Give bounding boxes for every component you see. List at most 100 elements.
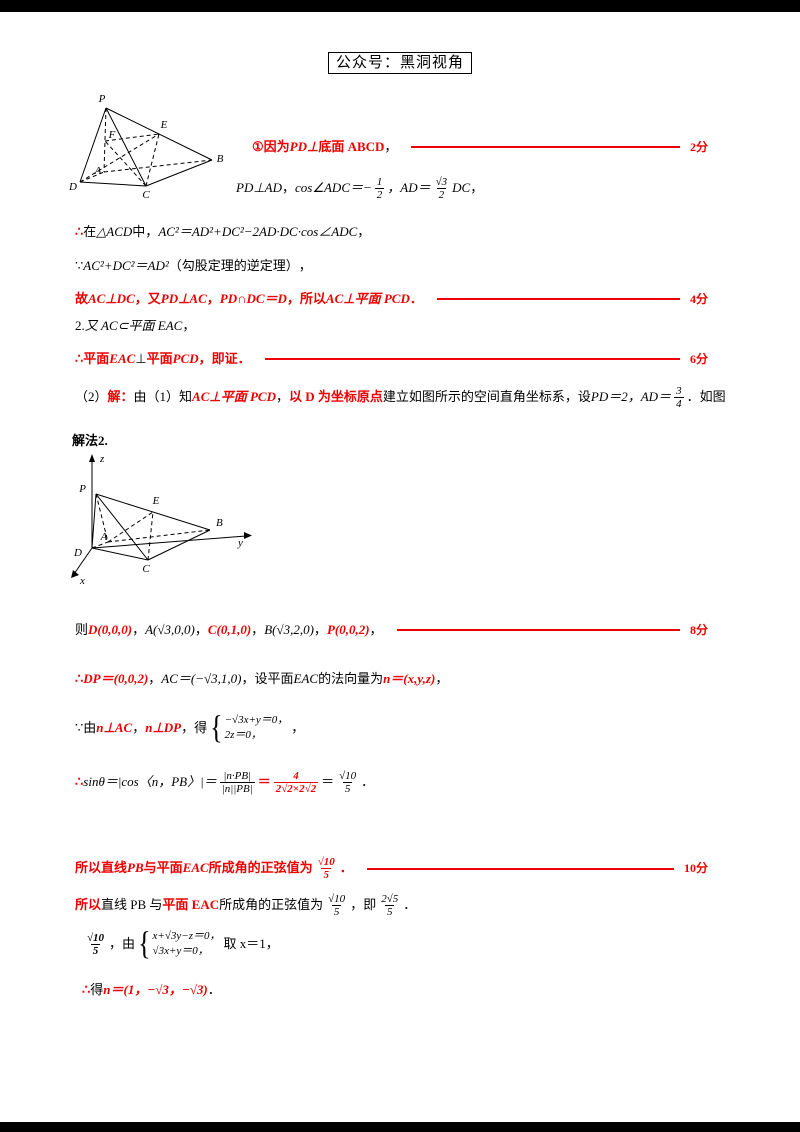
text-segment: ，	[357, 224, 371, 239]
fraction-numerator: 1	[376, 176, 383, 188]
text-segment: ．	[361, 774, 375, 790]
text-segment: ．	[409, 291, 423, 306]
text-segment: n⊥AC	[96, 720, 133, 736]
solution-row: ① 因为 PD⊥ 底面 ABCD， 2分	[252, 139, 708, 155]
fraction-numerator: 4	[293, 770, 299, 782]
pyramid-diagram-2: z P E B y A D C x	[71, 453, 252, 587]
text-segment: PD⊥	[289, 139, 319, 154]
fraction: 4 2√2×2√2	[273, 770, 319, 795]
text-segment: ．	[403, 897, 417, 913]
pyramid-figure-1: P F E A B D C	[60, 92, 240, 205]
text-segment: n⊥DP	[145, 720, 182, 736]
figure2-label-z: z	[99, 453, 105, 465]
text-segment: ，	[132, 720, 146, 736]
solution-row: √10 5 ，由 {x+√3y−z＝0， √3x+y＝0， 取 x＝1，	[82, 925, 279, 961]
text-segment: AC＝(−√3,1,0)	[161, 671, 242, 686]
text-segment: PD⊥AC	[160, 291, 207, 306]
figure2-label-P: P	[78, 483, 86, 495]
pyramid-diagram-1: P F E A B D C	[68, 93, 224, 201]
text-segment: AC²＝AD²+DC²−2AD·DC·cos∠ADC	[158, 224, 358, 239]
text-segment: 底面 ABCD	[318, 139, 385, 154]
solution-row: ∴ 在 △ACD 中， AC²＝AD²+DC²−2AD·DC·cos∠ADC，	[75, 224, 370, 240]
score-label: 6分	[689, 351, 708, 366]
text-segment: ．	[339, 860, 353, 876]
text-segment: PD⊥AD	[236, 180, 282, 196]
equation-line: −√3x+y＝0，	[224, 714, 289, 727]
solution-row: 所以 直线 PB 与平面 EAC 所成角的正弦值为 √10 5 ，即 2√5 5 ．	[75, 893, 416, 918]
text-segment: ，又	[134, 291, 161, 306]
text-segment: 建立如图所示的空间直角坐标系，设	[382, 389, 591, 405]
equation-line: 2z＝0，	[224, 729, 262, 742]
text-segment: PD＝2，AD＝	[590, 389, 672, 405]
text-segment: PCD	[172, 351, 199, 366]
text-segment: 解：	[107, 389, 134, 405]
text-segment: ，	[291, 720, 305, 736]
text-segment: （勾股定理的逆定理）	[168, 258, 299, 273]
text-segment: ，	[182, 318, 196, 333]
page-border-bottom	[0, 1122, 800, 1132]
text-segment: ⊥	[135, 351, 147, 366]
text-segment: D(0,0,0)	[88, 622, 133, 637]
text-segment: 所以	[75, 897, 102, 913]
fraction-denominator: 4	[674, 397, 684, 411]
text-segment: n＝(1，−√3，−√3)	[103, 982, 208, 997]
text-segment: ∴	[82, 982, 91, 997]
text-segment: ∴	[75, 671, 84, 686]
text-segment: ∴	[75, 774, 84, 790]
text-segment: AC²+DC²＝AD²	[83, 258, 169, 273]
text-segment: 平面	[146, 351, 173, 366]
text-segment: EAC	[182, 860, 209, 876]
solution-row: ∵ AC²+DC²＝AD² （勾股定理的逆定理），	[75, 258, 312, 274]
text-segment: 故	[75, 291, 89, 306]
figure2-label-E: E	[152, 495, 160, 507]
solution-row: ∴ sinθ＝|cos〈n，PB〉|＝ |n·PB| |n||PB| ＝ 4 2√2×2√…	[75, 770, 374, 795]
text-segment: A(√3,0,0)	[145, 622, 195, 637]
text-segment: 得	[90, 982, 104, 997]
text-segment: 平面 EAC	[162, 897, 220, 913]
fraction-numerator: |n·PB|	[223, 770, 252, 782]
score-leader-line	[366, 867, 674, 870]
solution-row: PD⊥AD， cos∠ADC＝− 1 2 ，AD＝ √3 2 DC，	[236, 176, 483, 201]
solution-row: 解法2.	[72, 433, 108, 449]
text-segment: ，AD＝	[387, 180, 431, 196]
figure2-label-C: C	[142, 563, 150, 575]
text-segment: ，	[369, 622, 383, 637]
figure1-label-A: A	[94, 165, 102, 177]
dashed-edges	[79, 107, 213, 187]
text-segment: ，设平面	[241, 671, 294, 686]
text-segment: ，	[275, 389, 289, 405]
axis-arrowheads	[71, 454, 252, 578]
fraction: √10 5	[337, 770, 358, 795]
text-segment: AC⊥DC	[88, 291, 135, 306]
fraction: |n·PB| |n||PB|	[219, 770, 255, 795]
brace-symbol: {	[210, 709, 223, 746]
text-segment: 与平面	[143, 860, 183, 876]
fraction: √10 5	[326, 893, 347, 918]
text-segment: ，	[281, 180, 295, 196]
text-segment: PD∩DC＝D	[219, 291, 287, 306]
fraction: √10 5	[316, 856, 337, 881]
text-segment: ＝	[321, 774, 335, 790]
fraction-numerator: √3	[435, 176, 448, 188]
solid-edges	[79, 107, 213, 187]
page-border-top	[0, 0, 800, 12]
text-segment: ，	[313, 622, 327, 637]
fraction-numerator: √10	[339, 770, 357, 782]
text-segment: cos∠ADC＝−	[295, 180, 372, 196]
text-segment: △ACD	[96, 224, 133, 239]
text-segment: ，	[132, 622, 146, 637]
axes	[73, 460, 247, 575]
fraction-denominator: 5	[90, 943, 101, 957]
text-segment: ，	[384, 139, 398, 154]
solution-row: （2） 解： 由（1）知 AC⊥平面 PCD，以 D 为坐标原点 建立如图所示的空间直…	[75, 385, 726, 410]
brace-symbol: {	[138, 925, 151, 962]
fraction: 2√5 5	[379, 893, 400, 918]
figure1-label-B: B	[217, 153, 224, 165]
solution-row: ∴ DP＝(0,0,2)， AC＝(−√3,1,0) ，设平面 EAC 的法向量为 …	[75, 671, 448, 687]
text-segment: 所成角的正弦值为	[219, 897, 324, 913]
text-segment: ，	[435, 671, 449, 686]
text-segment: 所以直线	[75, 860, 128, 876]
figure2-label-x: x	[79, 575, 85, 587]
text-segment: 又 AC⊂平面 EAC	[84, 318, 183, 333]
